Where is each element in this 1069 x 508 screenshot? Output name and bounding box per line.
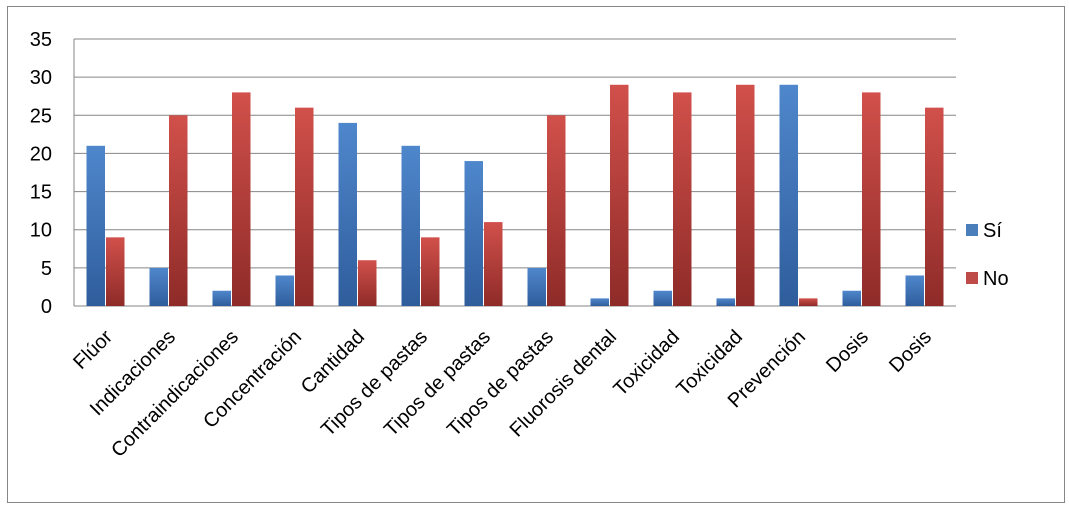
bar-no-11 bbox=[799, 298, 818, 306]
bar-no-1 bbox=[169, 115, 188, 307]
x-tick-label: Tipos de pastas bbox=[380, 326, 495, 441]
x-tick-label: Flúor bbox=[69, 326, 117, 374]
bar-no-12 bbox=[862, 92, 881, 307]
bar-no-2 bbox=[232, 92, 251, 307]
bars bbox=[86, 84, 944, 307]
bar-no-0 bbox=[106, 237, 125, 306]
bar-no-3 bbox=[295, 107, 314, 307]
x-tick-labels: FlúorIndicacionesContraindicacionesConce… bbox=[69, 326, 936, 462]
legend-label-no: No bbox=[983, 268, 1009, 290]
bar-no-13 bbox=[925, 107, 944, 307]
bar-no-6 bbox=[484, 222, 503, 306]
bar-si-6 bbox=[464, 161, 483, 306]
bar-si-3 bbox=[275, 275, 294, 306]
bar-si-4 bbox=[338, 122, 357, 307]
bar-si-13 bbox=[905, 275, 924, 306]
axes bbox=[73, 39, 956, 307]
bar-si-7 bbox=[527, 267, 546, 306]
bar-si-10 bbox=[716, 298, 735, 306]
bar-si-5 bbox=[401, 145, 420, 306]
legend-label-si: Sí bbox=[983, 220, 1002, 242]
bar-si-0 bbox=[86, 145, 105, 306]
bar-si-1 bbox=[149, 267, 168, 306]
legend-swatch-si bbox=[966, 224, 978, 236]
y-tick-label: 25 bbox=[30, 105, 52, 127]
y-tick-label: 30 bbox=[30, 67, 52, 89]
y-tick-label: 5 bbox=[41, 258, 52, 280]
x-tick-label: Dosis bbox=[822, 326, 873, 377]
y-tick-label: 10 bbox=[30, 220, 52, 242]
bar-no-7 bbox=[547, 115, 566, 307]
y-tick-labels: 0 5 10 15 20 25 30 35 bbox=[30, 29, 52, 318]
x-tick-label: Toxicidad bbox=[610, 326, 685, 401]
x-tick-label: Tipos de pastas bbox=[443, 326, 558, 441]
bar-si-8 bbox=[590, 298, 609, 306]
bar-si-11 bbox=[779, 84, 798, 307]
legend-swatch-no bbox=[966, 272, 978, 284]
y-tick-label: 35 bbox=[30, 29, 52, 51]
bar-no-4 bbox=[358, 260, 377, 306]
y-tick-label: 15 bbox=[30, 182, 52, 204]
bar-si-2 bbox=[212, 290, 231, 306]
bar-no-9 bbox=[673, 92, 692, 307]
bar-si-9 bbox=[653, 290, 672, 306]
x-tick-label: Dosis bbox=[885, 326, 936, 377]
gridlines bbox=[74, 38, 956, 269]
y-tick-label: 0 bbox=[41, 296, 52, 318]
x-tick-label: Fluorosis dental bbox=[506, 326, 621, 441]
x-tick-label: Tipos de pastas bbox=[317, 326, 432, 441]
bar-no-10 bbox=[736, 84, 755, 307]
bar-si-12 bbox=[842, 290, 861, 306]
legend: Sí No bbox=[966, 220, 1009, 290]
y-tick-label: 20 bbox=[30, 143, 52, 165]
bar-no-5 bbox=[421, 237, 440, 306]
bar-no-8 bbox=[610, 84, 629, 307]
